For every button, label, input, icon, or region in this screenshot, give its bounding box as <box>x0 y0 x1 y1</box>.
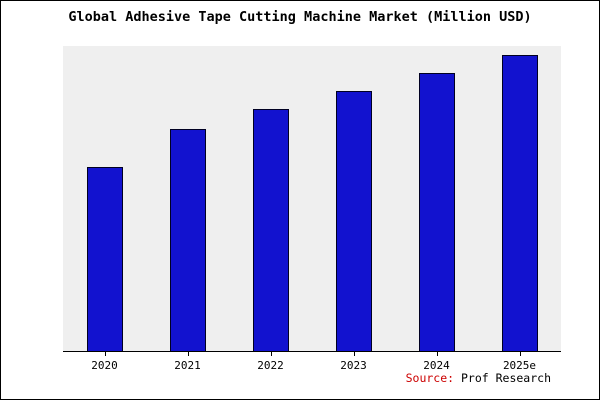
chart-title: Global Adhesive Tape Cutting Machine Mar… <box>68 9 532 25</box>
x-label-2025e: 2025e <box>502 352 538 372</box>
bar-2023 <box>335 91 372 351</box>
bars-row <box>63 46 561 351</box>
x-label-2023: 2023 <box>336 352 372 372</box>
x-label-2022: 2022 <box>253 352 289 372</box>
tick-mark <box>270 352 272 356</box>
bar-2021 <box>169 129 206 351</box>
source-value: Prof Research <box>454 371 551 385</box>
x-label-2020: 2020 <box>87 352 123 372</box>
plot-area <box>63 46 561 352</box>
source-label: Source: <box>405 371 455 385</box>
x-label-2024: 2024 <box>419 352 455 372</box>
tick-mark <box>353 352 355 356</box>
tick-mark <box>436 352 438 356</box>
source-note: Source: Prof Research <box>406 371 551 385</box>
labels-row: 2020 2021 2022 2023 2024 2025e <box>63 352 561 372</box>
tick-mark <box>519 352 521 356</box>
bar-2022 <box>252 109 289 351</box>
bar-2024 <box>418 73 455 351</box>
tick-mark <box>104 352 106 356</box>
bar-2020 <box>86 167 123 351</box>
tick-mark <box>187 352 189 356</box>
bar-2025e <box>501 55 538 351</box>
x-label-2021: 2021 <box>170 352 206 372</box>
